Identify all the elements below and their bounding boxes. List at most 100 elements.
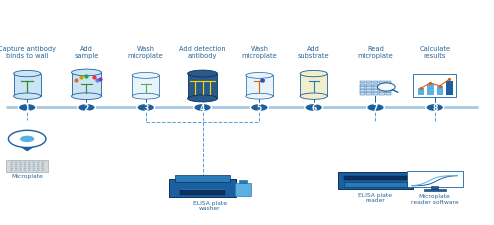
Ellipse shape <box>72 93 101 100</box>
FancyBboxPatch shape <box>13 74 41 97</box>
Text: Capture antibody
binds to wall: Capture antibody binds to wall <box>0 45 56 58</box>
FancyBboxPatch shape <box>431 187 438 190</box>
Circle shape <box>194 104 211 112</box>
FancyBboxPatch shape <box>379 81 384 84</box>
FancyBboxPatch shape <box>246 76 273 97</box>
FancyBboxPatch shape <box>385 90 391 92</box>
Text: Wash
microplate: Wash microplate <box>242 45 277 58</box>
Circle shape <box>37 168 40 169</box>
Circle shape <box>18 104 36 112</box>
Circle shape <box>28 166 31 167</box>
FancyBboxPatch shape <box>372 87 378 90</box>
Circle shape <box>10 170 13 171</box>
Circle shape <box>41 166 44 167</box>
FancyBboxPatch shape <box>180 190 225 195</box>
FancyBboxPatch shape <box>360 90 365 92</box>
FancyBboxPatch shape <box>385 87 391 90</box>
Circle shape <box>24 168 26 169</box>
FancyBboxPatch shape <box>300 74 328 97</box>
Circle shape <box>41 170 44 171</box>
FancyBboxPatch shape <box>175 175 230 182</box>
Circle shape <box>19 168 22 169</box>
Circle shape <box>15 170 17 171</box>
Text: ELISA plate
reader: ELISA plate reader <box>359 192 392 202</box>
Circle shape <box>19 166 22 167</box>
Ellipse shape <box>300 94 327 100</box>
Text: ELISA plate
washer: ELISA plate washer <box>193 200 227 210</box>
Text: 7: 7 <box>373 104 378 112</box>
Ellipse shape <box>13 71 41 77</box>
Text: 1: 1 <box>25 104 30 112</box>
Ellipse shape <box>246 94 273 100</box>
FancyBboxPatch shape <box>169 180 236 197</box>
Circle shape <box>37 170 40 171</box>
Circle shape <box>15 168 17 169</box>
Circle shape <box>305 104 323 112</box>
Circle shape <box>15 164 17 165</box>
Circle shape <box>24 162 26 163</box>
Circle shape <box>20 136 34 143</box>
FancyBboxPatch shape <box>344 176 407 180</box>
FancyBboxPatch shape <box>344 182 407 188</box>
FancyBboxPatch shape <box>360 84 365 87</box>
Circle shape <box>137 104 155 112</box>
FancyBboxPatch shape <box>360 87 365 90</box>
Ellipse shape <box>188 96 217 102</box>
Circle shape <box>10 168 13 169</box>
Text: 5: 5 <box>257 104 262 112</box>
Text: Add
substrate: Add substrate <box>298 45 329 58</box>
Text: 4: 4 <box>200 104 205 112</box>
FancyBboxPatch shape <box>427 85 434 95</box>
Text: Add detection
antibody: Add detection antibody <box>179 45 226 58</box>
Circle shape <box>33 164 35 165</box>
Text: Add
sample: Add sample <box>74 45 99 58</box>
FancyBboxPatch shape <box>385 93 391 95</box>
FancyBboxPatch shape <box>338 173 413 189</box>
Text: Microplate
reader software: Microplate reader software <box>411 193 458 204</box>
Circle shape <box>28 170 31 171</box>
Ellipse shape <box>13 94 41 100</box>
FancyBboxPatch shape <box>372 90 378 92</box>
Ellipse shape <box>188 71 217 78</box>
Circle shape <box>24 166 26 167</box>
Circle shape <box>250 104 268 112</box>
Circle shape <box>33 170 35 171</box>
Circle shape <box>8 131 46 148</box>
FancyBboxPatch shape <box>366 81 371 84</box>
FancyBboxPatch shape <box>418 89 424 95</box>
Circle shape <box>78 104 95 112</box>
FancyBboxPatch shape <box>446 81 453 95</box>
Circle shape <box>15 162 17 163</box>
Circle shape <box>24 170 26 171</box>
Circle shape <box>28 164 31 165</box>
Circle shape <box>41 168 44 169</box>
Ellipse shape <box>72 70 101 76</box>
FancyBboxPatch shape <box>385 81 391 84</box>
Circle shape <box>15 166 17 167</box>
Ellipse shape <box>132 94 159 100</box>
Circle shape <box>37 166 40 167</box>
Circle shape <box>33 162 35 163</box>
FancyBboxPatch shape <box>6 160 48 172</box>
FancyBboxPatch shape <box>413 75 456 97</box>
FancyBboxPatch shape <box>188 74 217 99</box>
Circle shape <box>37 162 40 163</box>
FancyBboxPatch shape <box>372 84 378 87</box>
FancyBboxPatch shape <box>379 93 384 95</box>
FancyBboxPatch shape <box>379 84 384 87</box>
Circle shape <box>37 164 40 165</box>
Circle shape <box>367 104 384 112</box>
FancyBboxPatch shape <box>379 87 384 90</box>
Circle shape <box>10 166 13 167</box>
Ellipse shape <box>246 73 273 79</box>
FancyBboxPatch shape <box>372 81 378 84</box>
Circle shape <box>377 83 395 92</box>
FancyBboxPatch shape <box>235 183 251 196</box>
Text: Read
microplate: Read microplate <box>358 45 393 58</box>
Circle shape <box>41 164 44 165</box>
FancyBboxPatch shape <box>366 87 371 90</box>
Circle shape <box>28 162 31 163</box>
FancyBboxPatch shape <box>366 93 371 95</box>
Circle shape <box>33 168 35 169</box>
Text: 2: 2 <box>84 104 89 112</box>
